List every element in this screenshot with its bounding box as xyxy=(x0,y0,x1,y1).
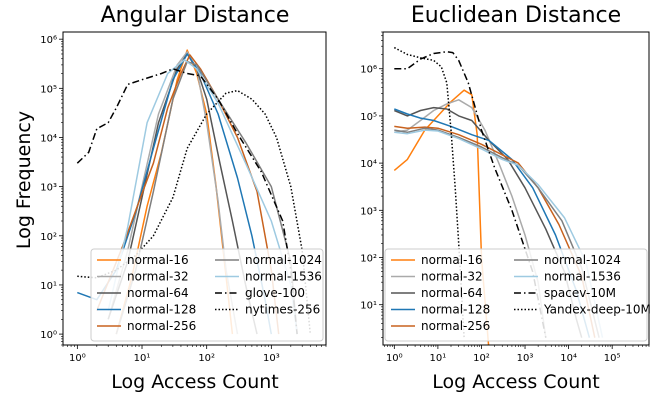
y-tick-label: 10³ xyxy=(360,206,377,217)
y-tick-label: 10² xyxy=(360,254,377,265)
legend-label-normal-32: normal-32 xyxy=(127,270,189,284)
x-tick-label: 10¹ xyxy=(430,353,447,364)
legend-label-normal-32: normal-32 xyxy=(421,270,483,284)
x-axis-label-angular: Log Access Count xyxy=(111,371,278,393)
y-tick-label: 10¹ xyxy=(360,301,377,312)
legend-label-normal-1024: normal-1024 xyxy=(245,253,322,267)
series-line-normal-128 xyxy=(394,108,591,338)
y-tick-label: 10⁵ xyxy=(360,112,377,123)
legend-label-Yandex-deep-10M: Yandex-deep-10M xyxy=(543,303,651,317)
plot-frame-euclidean xyxy=(382,31,650,346)
x-tick-label: 10⁵ xyxy=(604,353,621,364)
x-axis-label-euclidean: Log Access Count xyxy=(432,371,599,393)
legend-label-normal-16: normal-16 xyxy=(127,253,189,267)
ticks-euclidean: 10⁰ 10¹ 10² 10³ 10⁴ 10⁵ 10¹ 10² 10³ 10⁴ 10⁵ 10⁶ xyxy=(360,31,650,364)
x-tick-label: 10¹ xyxy=(134,353,151,364)
legend-label-normal-256: normal-256 xyxy=(421,319,490,333)
legend-label-normal-64: normal-64 xyxy=(421,286,483,300)
y-tick-label: 10⁰ xyxy=(40,330,57,341)
legend-box xyxy=(384,248,648,342)
y-axis-label: Log Frequency xyxy=(13,111,35,249)
series-line-normal-1536 xyxy=(107,59,298,335)
y-tick-label: 10⁶ xyxy=(40,35,57,46)
legend-label-normal-256: normal-256 xyxy=(127,319,196,333)
series-line-normal-1536 xyxy=(394,129,604,338)
series-line-normal-32 xyxy=(394,99,547,338)
legend-label-spacev-10M: spacev-10M xyxy=(544,286,616,300)
legend-label-normal-128: normal-128 xyxy=(421,303,490,317)
plot-area-euclidean xyxy=(393,46,604,345)
plot-frame-angular xyxy=(62,31,327,346)
legend-label-normal-64: normal-64 xyxy=(127,286,189,300)
legend-label-normal-128: normal-128 xyxy=(127,303,196,317)
legend-label-nytimes-256: nytimes-256 xyxy=(245,303,320,317)
legend-box xyxy=(90,248,324,342)
y-tick-label: 10⁴ xyxy=(40,133,57,144)
y-tick-label: 10⁶ xyxy=(360,65,377,76)
x-tick-label: 10³ xyxy=(263,353,280,364)
y-tick-label: 10³ xyxy=(40,183,57,194)
panel-euclidean: Euclidean Distance 10⁰ 10¹ 10² 10³ 10⁴ 10⁵ 10¹… xyxy=(360,3,651,393)
series-line-normal-256 xyxy=(96,54,280,335)
legend-label-normal-1024: normal-1024 xyxy=(544,253,621,267)
series-line-normal-256 xyxy=(394,125,596,338)
x-tick-label: 10³ xyxy=(517,353,534,364)
legend-label-normal-1536: normal-1536 xyxy=(245,270,322,284)
x-tick-label: 10⁴ xyxy=(560,353,577,364)
legend-label-normal-1536: normal-1536 xyxy=(544,270,621,284)
series-line-normal-16 xyxy=(393,89,490,345)
x-tick-label: 10⁰ xyxy=(386,353,403,364)
legend-euclidean: normal-16 normal-32 normal-64 normal-128 nor… xyxy=(384,248,651,342)
series-line-normal-1024 xyxy=(394,127,600,338)
legend-label-normal-16: normal-16 xyxy=(421,253,483,267)
x-tick-label: 10² xyxy=(473,353,490,364)
y-tick-label: 10² xyxy=(40,232,57,243)
series-line-spacev-10M xyxy=(394,50,547,338)
x-tick-label: 10² xyxy=(198,353,215,364)
panel-angular: Angular Distance 10⁰ 10¹ 10² 10³ 10⁰ 10¹ 10² 10… xyxy=(40,3,327,393)
series-line-glove-100 xyxy=(76,68,298,335)
series-line-Yandex-deep-10M xyxy=(393,46,465,338)
y-tick-label: 10⁵ xyxy=(40,84,57,95)
y-tick-label: 10⁴ xyxy=(360,159,377,170)
legend-angular: normal-16 normal-32 normal-64 normal-128 nor… xyxy=(90,248,324,342)
legend-label-glove-100: glove-100 xyxy=(245,286,305,300)
panel-title-angular: Angular Distance xyxy=(101,3,290,28)
x-tick-label: 10⁰ xyxy=(69,353,86,364)
y-tick-label: 10¹ xyxy=(40,281,57,292)
panel-title-euclidean: Euclidean Distance xyxy=(411,3,621,28)
